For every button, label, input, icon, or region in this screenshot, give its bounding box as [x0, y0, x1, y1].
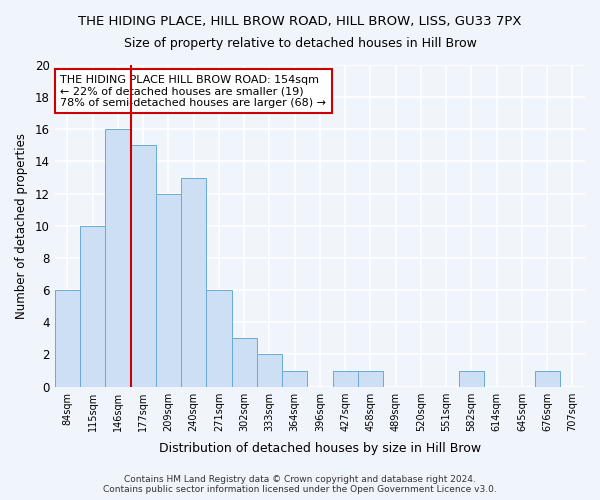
- X-axis label: Distribution of detached houses by size in Hill Brow: Distribution of detached houses by size …: [159, 442, 481, 455]
- Text: Size of property relative to detached houses in Hill Brow: Size of property relative to detached ho…: [124, 38, 476, 51]
- Bar: [181, 178, 206, 386]
- Bar: [131, 146, 156, 386]
- Bar: [358, 370, 383, 386]
- Bar: [232, 338, 257, 386]
- Text: THE HIDING PLACE HILL BROW ROAD: 154sqm
← 22% of detached houses are smaller (19: THE HIDING PLACE HILL BROW ROAD: 154sqm …: [60, 74, 326, 108]
- Bar: [257, 354, 282, 386]
- Bar: [80, 226, 106, 386]
- Bar: [106, 130, 131, 386]
- Bar: [332, 370, 358, 386]
- Bar: [282, 370, 307, 386]
- Bar: [156, 194, 181, 386]
- Bar: [535, 370, 560, 386]
- Text: Contains HM Land Registry data © Crown copyright and database right 2024.
Contai: Contains HM Land Registry data © Crown c…: [103, 475, 497, 494]
- Text: THE HIDING PLACE, HILL BROW ROAD, HILL BROW, LISS, GU33 7PX: THE HIDING PLACE, HILL BROW ROAD, HILL B…: [78, 15, 522, 28]
- Bar: [55, 290, 80, 386]
- Y-axis label: Number of detached properties: Number of detached properties: [15, 133, 28, 319]
- Bar: [206, 290, 232, 386]
- Bar: [459, 370, 484, 386]
